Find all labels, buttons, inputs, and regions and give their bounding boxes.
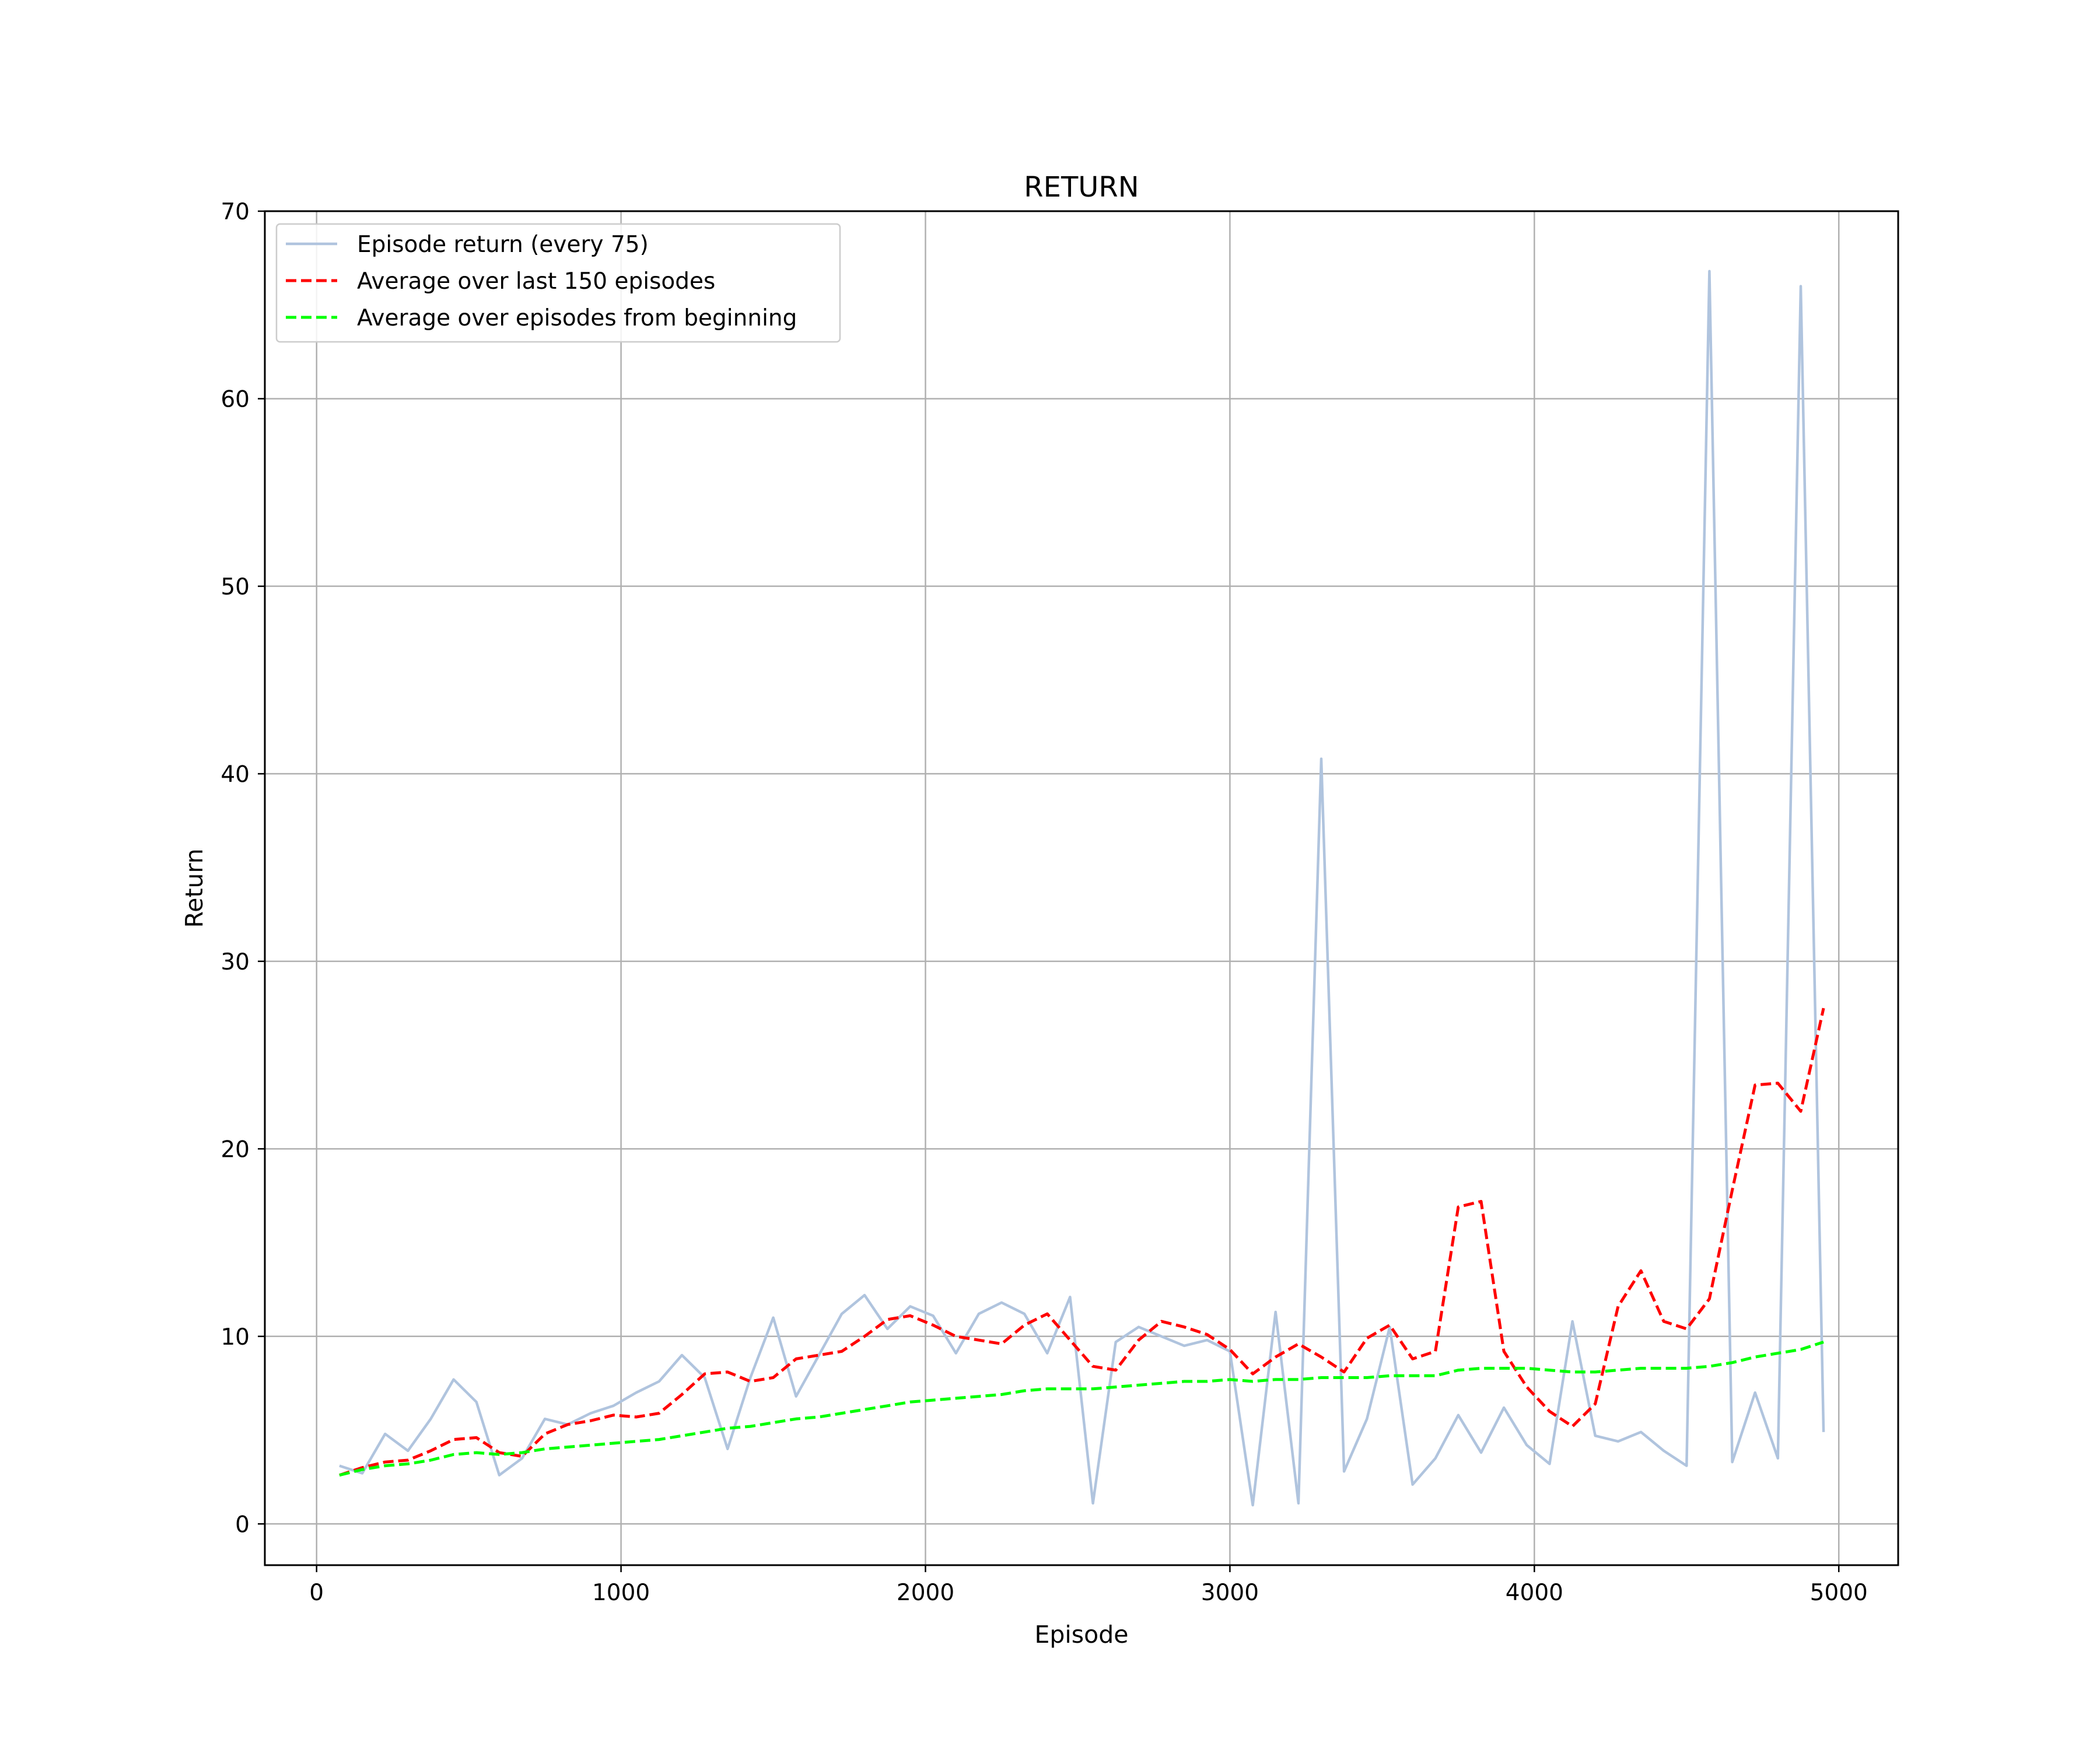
legend-label-1: Episode return (every 75) (357, 232, 649, 258)
y-tick-label: 0 (235, 1511, 250, 1538)
legend-box (275, 223, 841, 343)
x-tick-label: 5000 (1810, 1580, 1868, 1606)
x-tick-label: 2000 (897, 1580, 954, 1606)
y-axis-label: Return (180, 848, 208, 928)
x-tick-label: 3000 (1201, 1580, 1259, 1606)
x-axis-label: Episode (1034, 1621, 1128, 1649)
series-line-3 (339, 1341, 1824, 1477)
y-tick-label: 10 (220, 1324, 250, 1350)
y-tick-label: 20 (220, 1136, 250, 1163)
legend-label-3: Average over episodes from beginning (357, 305, 797, 331)
tick-layer: 0 1000 2000 3000 4000 5000 0 10 20 30 40 50 60 70 (220, 199, 1868, 1606)
legend: Episode return (every 75) Average over la… (275, 223, 841, 343)
y-tick-label: 50 (220, 574, 250, 600)
y-tick-label: 40 (220, 761, 250, 788)
x-tick-label: 0 (309, 1580, 324, 1606)
series-layer (339, 270, 1825, 1507)
chart-title: RETURN (1024, 171, 1139, 204)
series-line-1 (339, 270, 1825, 1507)
grid-layer (265, 210, 1898, 1565)
y-tick-label: 70 (220, 199, 250, 225)
plot-frame (264, 210, 1899, 1566)
series-line-2 (339, 1007, 1825, 1477)
x-tick-label: 4000 (1506, 1580, 1563, 1606)
y-tick-label: 60 (220, 386, 250, 412)
x-tick-label: 1000 (592, 1580, 650, 1606)
y-tick-label: 30 (220, 949, 250, 975)
legend-label-2: Average over last 150 episodes (357, 268, 715, 295)
